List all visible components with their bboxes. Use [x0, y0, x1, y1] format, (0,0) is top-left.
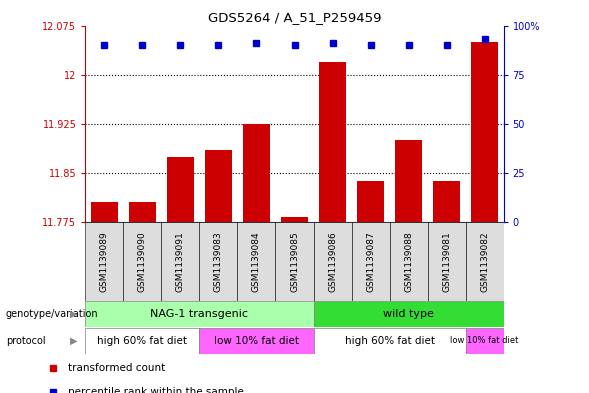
- Text: genotype/variation: genotype/variation: [6, 309, 98, 319]
- Text: ▶: ▶: [70, 309, 77, 319]
- Text: GSM1139087: GSM1139087: [366, 231, 375, 292]
- Text: GSM1139085: GSM1139085: [290, 231, 299, 292]
- Bar: [124, 222, 161, 301]
- Bar: [85, 328, 200, 354]
- Bar: [352, 222, 389, 301]
- Bar: [313, 328, 465, 354]
- Text: transformed count: transformed count: [68, 364, 165, 373]
- Bar: [395, 140, 422, 222]
- Bar: [313, 222, 352, 301]
- Bar: [465, 222, 504, 301]
- Bar: [389, 222, 428, 301]
- Text: high 60% fat diet: high 60% fat diet: [97, 336, 187, 346]
- Title: GDS5264 / A_51_P259459: GDS5264 / A_51_P259459: [208, 11, 381, 24]
- Bar: [243, 124, 270, 222]
- Text: GSM1139081: GSM1139081: [442, 231, 451, 292]
- Bar: [167, 156, 194, 222]
- Bar: [281, 217, 308, 222]
- Text: GSM1139088: GSM1139088: [404, 231, 413, 292]
- Text: GSM1139091: GSM1139091: [176, 231, 185, 292]
- Bar: [85, 222, 124, 301]
- Bar: [428, 222, 465, 301]
- Text: high 60% fat diet: high 60% fat diet: [345, 336, 435, 346]
- Bar: [465, 328, 504, 354]
- Bar: [161, 222, 200, 301]
- Bar: [276, 222, 313, 301]
- Bar: [200, 222, 237, 301]
- Text: NAG-1 transgenic: NAG-1 transgenic: [150, 309, 249, 319]
- Bar: [357, 181, 384, 222]
- Text: GSM1139090: GSM1139090: [138, 231, 147, 292]
- Text: low 10% fat diet: low 10% fat diet: [451, 336, 519, 345]
- Text: percentile rank within the sample: percentile rank within the sample: [68, 387, 244, 393]
- Text: GSM1139083: GSM1139083: [214, 231, 223, 292]
- Text: protocol: protocol: [6, 336, 45, 346]
- Text: low 10% fat diet: low 10% fat diet: [214, 336, 299, 346]
- Bar: [200, 328, 313, 354]
- Text: ▶: ▶: [70, 336, 77, 346]
- Bar: [313, 301, 504, 327]
- Bar: [237, 222, 276, 301]
- Text: wild type: wild type: [383, 309, 434, 319]
- Bar: [91, 202, 118, 222]
- Bar: [205, 150, 232, 222]
- Text: GSM1139086: GSM1139086: [328, 231, 337, 292]
- Text: GSM1139089: GSM1139089: [100, 231, 109, 292]
- Text: GSM1139084: GSM1139084: [252, 231, 261, 292]
- Bar: [434, 181, 460, 222]
- Text: GSM1139082: GSM1139082: [480, 231, 489, 292]
- Bar: [471, 42, 498, 222]
- Bar: [129, 202, 155, 222]
- Bar: [85, 301, 313, 327]
- Bar: [319, 62, 346, 222]
